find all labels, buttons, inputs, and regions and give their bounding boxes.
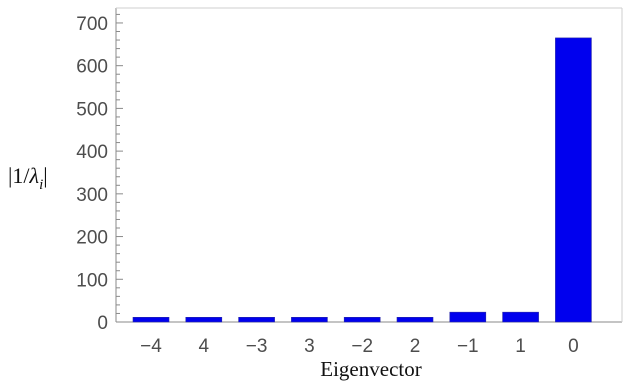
axes bbox=[115, 7, 623, 323]
y-ticks: 0 100 200 300 400 500 600 700 bbox=[76, 14, 108, 334]
y-axis-label-open: |1/ bbox=[8, 163, 30, 188]
x-tick-label: −2 bbox=[351, 336, 373, 357]
bar bbox=[449, 311, 487, 323]
y-tick-label: 300 bbox=[76, 185, 108, 206]
x-tick-label: −4 bbox=[140, 336, 162, 357]
y-axis-label-symbol: λ bbox=[29, 163, 40, 188]
y-axis-label: |1/λi| bbox=[8, 163, 48, 193]
y-axis-label-close: | bbox=[43, 163, 47, 188]
x-tick-label: 0 bbox=[568, 336, 579, 357]
y-tick-label: 100 bbox=[76, 270, 108, 291]
bar bbox=[555, 37, 592, 323]
y-tick-label: 400 bbox=[76, 142, 108, 163]
x-ticks: −4 4 −3 3 −2 2 −1 1 0 bbox=[140, 336, 579, 357]
x-tick-label: −3 bbox=[246, 336, 268, 357]
x-tick-label: 2 bbox=[410, 336, 421, 357]
bar bbox=[396, 317, 434, 323]
bar bbox=[185, 317, 223, 323]
x-tick-label: 1 bbox=[515, 336, 526, 357]
x-tick-label: 4 bbox=[199, 336, 210, 357]
bar bbox=[343, 317, 381, 323]
y-tick-label: 200 bbox=[76, 228, 108, 249]
x-tick-label: 3 bbox=[304, 336, 315, 357]
x-tick-label: −1 bbox=[457, 336, 479, 357]
bars bbox=[132, 37, 592, 323]
bar bbox=[502, 311, 539, 323]
y-tick-label: 500 bbox=[76, 99, 108, 120]
bar bbox=[291, 317, 328, 323]
y-tick-label: 0 bbox=[97, 313, 108, 334]
bar bbox=[238, 317, 275, 323]
y-tick-label: 700 bbox=[76, 14, 108, 35]
bar bbox=[132, 317, 170, 323]
x-axis-label: Eigenvector bbox=[320, 357, 421, 381]
y-axis-label-subscript: i bbox=[39, 177, 43, 193]
y-tick-label: 600 bbox=[76, 57, 108, 78]
